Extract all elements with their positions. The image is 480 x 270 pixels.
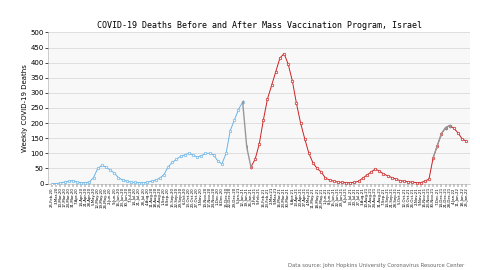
Title: COVID-19 Deaths Before and After Mass Vaccination Program, Israel: COVID-19 Deaths Before and After Mass Va…	[96, 21, 422, 30]
Text: Data source: John Hopkins University Coronavirus Resource Center: Data source: John Hopkins University Cor…	[288, 263, 464, 268]
Y-axis label: Weekly COVID-19 Deaths: Weekly COVID-19 Deaths	[22, 64, 27, 152]
